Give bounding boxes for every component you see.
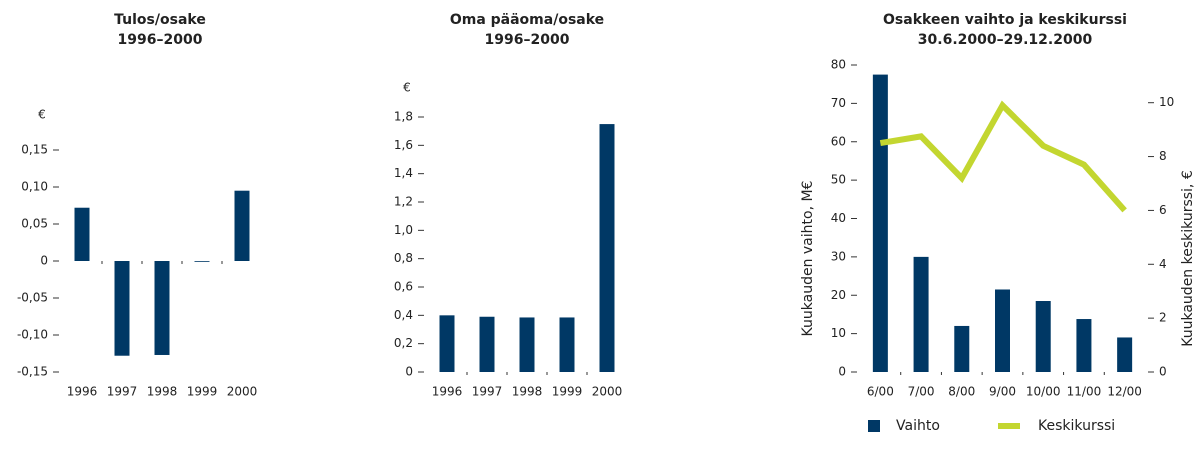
tick-label: -0,10 <box>17 328 48 342</box>
bar <box>114 261 130 356</box>
tick-label: 0,4 <box>394 308 413 322</box>
bar <box>519 317 535 372</box>
tick-label: 0,10 <box>21 180 48 194</box>
tick-label: 0 <box>1159 365 1167 379</box>
bar <box>439 315 455 372</box>
tick-label: 2 <box>1159 311 1167 325</box>
tick-label: 1,0 <box>394 223 413 237</box>
chart-subtitle: 1996–2000 <box>118 32 203 48</box>
chart-subtitle: 30.6.2000–29.12.2000 <box>918 32 1093 48</box>
y-axis-label: Kuukauden vaihto, M€ <box>800 181 816 337</box>
bar <box>913 256 929 372</box>
bar <box>479 316 495 372</box>
tick-label: 6 <box>1159 203 1167 217</box>
bar <box>1035 301 1051 372</box>
bar <box>872 74 888 372</box>
x-tick-label: 6/00 <box>867 385 894 399</box>
bar <box>234 190 250 261</box>
legend-label: Vaihto <box>896 418 940 434</box>
x-tick-label: 1998 <box>147 385 178 399</box>
tick-label: 0,2 <box>394 336 413 350</box>
x-tick-label: 11/00 <box>1067 385 1102 399</box>
tick-label: 0,05 <box>21 217 48 231</box>
x-tick-label: 10/00 <box>1026 385 1061 399</box>
bar <box>194 261 210 262</box>
chart-title: Tulos/osake <box>114 12 206 28</box>
bar <box>1076 319 1092 372</box>
bar <box>154 261 170 355</box>
x-tick-label: 1997 <box>472 385 503 399</box>
x-tick-label: 12/00 <box>1107 385 1142 399</box>
x-tick-label: 1996 <box>432 385 463 399</box>
x-tick-label: 1999 <box>187 385 218 399</box>
tick-label: 0 <box>40 254 48 268</box>
tick-label: 1,2 <box>394 195 413 209</box>
tick-label: 40 <box>831 211 846 225</box>
line <box>879 100 1127 213</box>
bar <box>599 124 615 372</box>
tick-label: 1,6 <box>394 138 413 152</box>
tick-label: 20 <box>831 288 846 302</box>
legend-swatch <box>998 423 1020 429</box>
y2-axis-label: Kuukauden keskikurssi, € <box>1180 170 1196 346</box>
tick-label: 8 <box>1159 149 1167 163</box>
bar <box>1117 337 1133 372</box>
tick-label: 70 <box>831 96 846 110</box>
bar <box>995 289 1010 372</box>
tick-label: 10 <box>831 326 846 340</box>
tick-label: 0 <box>405 365 413 379</box>
chart-title: Osakkeen vaihto ja keskikurssi <box>883 12 1127 28</box>
x-tick-label: 8/00 <box>948 385 975 399</box>
x-tick-label: 2000 <box>592 385 623 399</box>
tick-label: -0,15 <box>17 365 48 379</box>
tick-label: 30 <box>831 249 846 263</box>
legend-swatch <box>868 420 880 432</box>
chart-title: Oma pääoma/osake <box>450 12 604 28</box>
x-tick-label: 1998 <box>512 385 543 399</box>
x-tick-label: 7/00 <box>908 385 935 399</box>
tick-label: 80 <box>831 58 846 72</box>
tick-label: 0 <box>838 365 846 379</box>
tick-label: 10 <box>1159 95 1174 109</box>
x-tick-label: 1999 <box>552 385 583 399</box>
bar <box>559 317 575 372</box>
tick-label: -0,05 <box>17 291 48 305</box>
y-unit: € <box>38 108 46 122</box>
tick-label: 0,6 <box>394 280 413 294</box>
tick-label: 4 <box>1159 257 1167 271</box>
tick-label: 0,8 <box>394 251 413 265</box>
tick-label: 60 <box>831 134 846 148</box>
tick-label: 1,8 <box>394 110 413 124</box>
y-unit: € <box>403 81 411 95</box>
tick-label: 0,15 <box>21 143 48 157</box>
bar <box>74 207 90 261</box>
tick-label: 50 <box>831 173 846 187</box>
x-tick-label: 1996 <box>67 385 98 399</box>
tick-label: 1,4 <box>394 166 413 180</box>
x-tick-label: 1997 <box>107 385 138 399</box>
legend-label: Keskikurssi <box>1038 418 1115 434</box>
x-tick-label: 9/00 <box>989 385 1016 399</box>
x-tick-label: 2000 <box>227 385 258 399</box>
bar <box>954 325 970 372</box>
chart-subtitle: 1996–2000 <box>485 32 570 48</box>
